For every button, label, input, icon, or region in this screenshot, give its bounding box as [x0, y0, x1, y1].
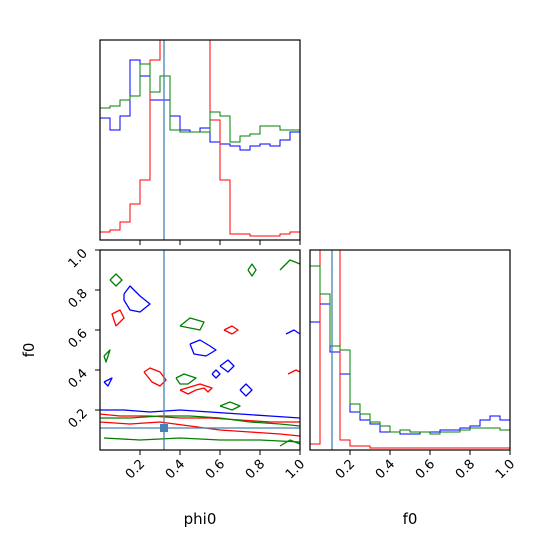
panel-frame: [99, 249, 301, 451]
x-tick-label: 0.4: [373, 457, 398, 482]
contour-series-0-8: [123, 285, 151, 313]
histogram-series-0: [100, 59, 300, 240]
histogram-series-1: [310, 250, 510, 450]
contour-series-1-0: [100, 413, 300, 423]
plot-area: [100, 40, 300, 240]
y-tick-label: 1.0: [66, 246, 91, 271]
contour-series-1-6: [287, 369, 300, 375]
contour-series-1-1: [100, 421, 300, 437]
panel-f0-hist: 0.2 0.4 0.6 0.8 1.0 f0: [309, 249, 518, 528]
panel-f0-vs-phi0: 0.2 0.4 0.6 0.8 1.0 0.2 0.4 0.6 0.8 1.0 phi0 f0: [20, 246, 308, 528]
histogram-series-2: [100, 63, 300, 240]
contour-series-2-18: [219, 401, 241, 411]
contour-series-2-21: [247, 263, 257, 277]
contour-series-2-24: [279, 439, 300, 447]
contour-series-0-9: [189, 339, 217, 357]
contour-series-2-23: [103, 349, 111, 363]
x-tick-label: 0.6: [413, 457, 438, 482]
contour-series-2-22: [279, 259, 300, 271]
y-tick-label: 0.6: [66, 326, 91, 351]
contour-series-0-11: [219, 359, 235, 373]
x-tick-label: 0.8: [453, 457, 478, 482]
contour-series-0-10: [211, 369, 221, 379]
x-tick-label: 0.2: [123, 457, 148, 482]
histogram-series-1: [100, 40, 300, 240]
panel-phi0-hist: [99, 39, 301, 245]
contour-series-0-13: [285, 329, 300, 335]
histogram-series-2: [310, 265, 510, 450]
contour-series-0-7: [100, 409, 300, 419]
contour-series-2-16: [103, 437, 300, 443]
truth-marker: [160, 424, 168, 432]
contour-series-1-4: [223, 325, 239, 335]
x-tick-label: 0.8: [243, 457, 268, 482]
y-tick-label: 0.8: [66, 286, 91, 311]
x-tick-label: 0.6: [203, 457, 228, 482]
contour-series-1-5: [111, 309, 125, 327]
contour-series-2-17: [175, 373, 197, 385]
x-axis-label: phi0: [184, 510, 217, 528]
contour-series-2-15: [100, 415, 300, 427]
contour-series-1-3: [179, 383, 213, 395]
x-tick-label: 0.4: [163, 457, 188, 482]
x-tick-label: 1.0: [493, 457, 518, 482]
contour-series-2-20: [179, 317, 205, 331]
y-axis-label: f0: [20, 343, 38, 358]
x-tick-label: 1.0: [283, 457, 308, 482]
plot-area: [310, 250, 510, 450]
panel-frame: [309, 249, 511, 451]
panel-frame: [99, 39, 301, 241]
y-tick-label: 0.4: [66, 366, 91, 391]
contour-series-0-12: [239, 383, 253, 397]
contour-series-0-14: [103, 377, 113, 387]
x-tick-label: 0.2: [333, 457, 358, 482]
y-tick-label: 0.2: [66, 406, 91, 431]
contour-series-1-2: [143, 367, 167, 387]
contour-series-2-19: [109, 273, 123, 287]
plot-area: [100, 250, 300, 450]
x-axis-label: f0: [403, 510, 418, 528]
